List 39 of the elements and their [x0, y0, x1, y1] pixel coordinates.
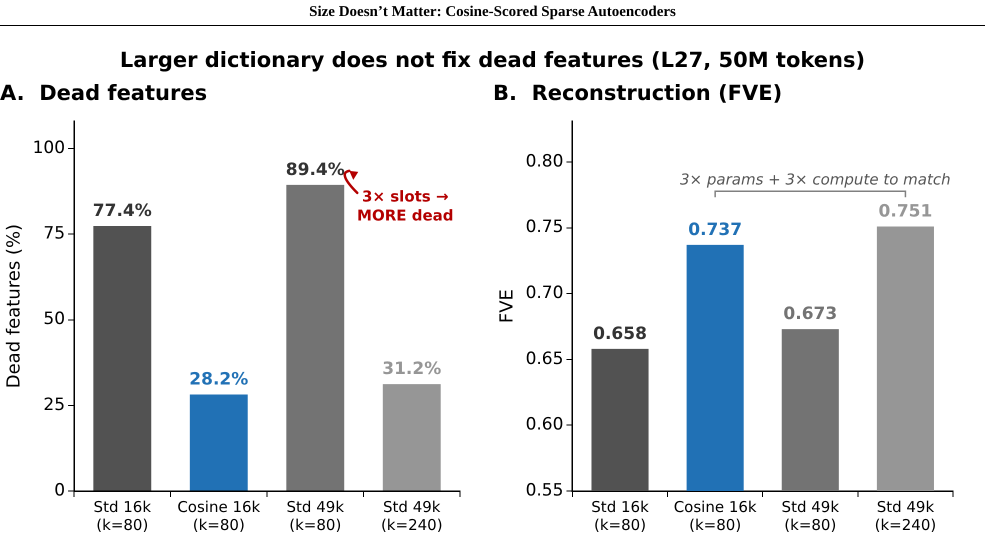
y-tick-label: 0	[54, 480, 66, 500]
data-label: 28.2%	[189, 369, 248, 390]
x-tick-label: Std 49k (k=240)	[874, 498, 936, 534]
chart-title: A. Dead features	[0, 81, 208, 106]
text: Larger dictionary does not fix dead features (L27, 50M tokens)	[118, 48, 866, 72]
y-tick-label: 0.55	[526, 480, 564, 500]
x-tick-label: Cosine 16k (k=80)	[177, 498, 261, 534]
x-tick-label: Cosine 16k (k=80)	[674, 498, 757, 534]
bar	[190, 394, 248, 490]
x-tick-label: Std 16k (k=80)	[591, 498, 650, 534]
x-tick-label: Std 49k (k=240)	[380, 498, 443, 534]
y-tick-label: 0.65	[526, 348, 564, 369]
y-tick-label: 0.75	[526, 217, 564, 238]
data-label: 89.4%	[286, 160, 345, 180]
data-label: 77.4%	[92, 200, 152, 221]
y-tick-label: 75	[43, 224, 66, 244]
y-tick-label: 100	[32, 138, 66, 158]
data-label: 0.737	[688, 220, 742, 240]
text: Size Doesn’t Matter: Cosine-Scored Sparse Autoencoders	[0, 4, 985, 26]
data-label: 0.673	[783, 304, 838, 324]
bar	[382, 384, 441, 490]
bar	[93, 226, 152, 490]
y-axis-title: Dead features (%)	[3, 224, 24, 388]
data-label: 0.751	[878, 201, 932, 222]
annotation: 3× slots → MORE dead	[357, 187, 454, 224]
chart-title: B. Reconstruction (FVE)	[493, 81, 782, 106]
data-label: 0.658	[593, 324, 647, 344]
y-tick-label: 0.70	[526, 283, 564, 304]
data-label: 31.2%	[382, 359, 442, 380]
x-tick-label: Std 16k (k=80)	[94, 498, 152, 534]
y-axis-title: FVE	[496, 289, 518, 324]
x-tick-label: Std 49k (k=80)	[782, 498, 840, 534]
y-tick-label: 0.80	[526, 151, 564, 172]
x-tick-label: Std 49k (k=80)	[286, 498, 344, 534]
y-tick-label: 25	[43, 394, 66, 415]
y-tick-label: 0.60	[526, 414, 564, 435]
annotation: 3× params + 3× compute to match	[680, 170, 951, 189]
bar	[286, 184, 344, 490]
y-tick-label: 50	[43, 309, 66, 330]
